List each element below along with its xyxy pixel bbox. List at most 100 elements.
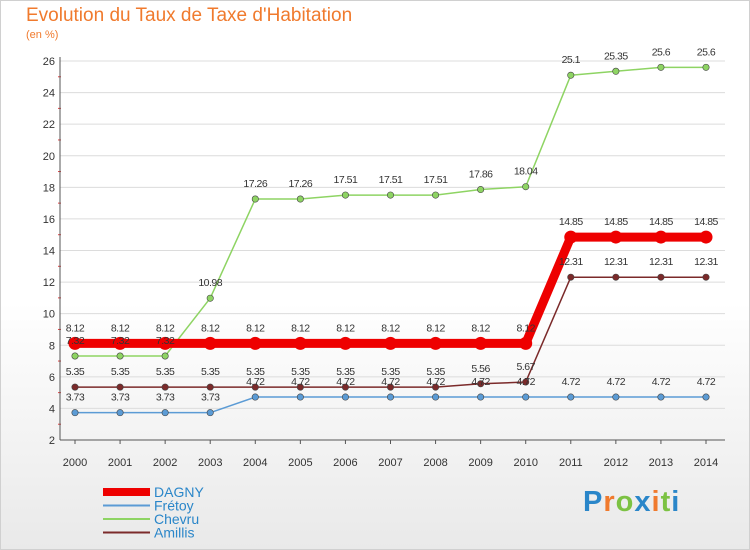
data-label: 25.6 bbox=[697, 46, 716, 58]
y-tick-label: 4 bbox=[49, 403, 55, 415]
data-label: 7.32 bbox=[66, 335, 85, 347]
data-point bbox=[116, 383, 124, 391]
x-tick-label: 2008 bbox=[423, 457, 447, 469]
data-point bbox=[68, 336, 82, 350]
data-label: 7.32 bbox=[156, 335, 175, 347]
proxiti-logo: Proxiti bbox=[583, 486, 680, 519]
x-tick-label: 2010 bbox=[513, 457, 537, 469]
data-label: 18.04 bbox=[514, 166, 538, 178]
chart-title: Evolution du Taux de Taxe d'Habitation bbox=[26, 5, 353, 26]
data-label: 3.73 bbox=[201, 392, 220, 404]
data-point bbox=[341, 393, 349, 401]
data-point bbox=[296, 393, 304, 401]
data-point bbox=[206, 409, 214, 417]
data-point bbox=[522, 393, 530, 401]
data-label: 5.35 bbox=[381, 366, 400, 378]
x-tick-label: 2001 bbox=[108, 457, 132, 469]
data-point bbox=[477, 393, 485, 401]
data-label: 12.31 bbox=[604, 256, 628, 268]
data-label: 8.12 bbox=[336, 322, 355, 334]
data-label: 3.73 bbox=[66, 392, 85, 404]
data-point bbox=[609, 230, 623, 244]
data-point bbox=[654, 230, 668, 244]
data-label: 17.51 bbox=[334, 174, 358, 186]
y-tick-label: 10 bbox=[43, 309, 55, 321]
data-label: 25.6 bbox=[652, 46, 671, 58]
data-point bbox=[432, 383, 440, 391]
data-point bbox=[384, 336, 397, 350]
data-point bbox=[251, 195, 259, 203]
data-point bbox=[158, 336, 172, 350]
data-label: 25.35 bbox=[604, 50, 628, 62]
x-tick-label: 2007 bbox=[378, 457, 402, 469]
data-point bbox=[71, 409, 79, 417]
data-point bbox=[612, 273, 620, 281]
data-point bbox=[612, 393, 620, 401]
data-point bbox=[657, 393, 665, 401]
logo-letter: x bbox=[634, 486, 652, 518]
data-point bbox=[293, 336, 307, 350]
x-tick-label: 2003 bbox=[198, 457, 222, 469]
data-point bbox=[386, 191, 394, 199]
data-label: 17.26 bbox=[288, 178, 312, 190]
data-label: 17.86 bbox=[469, 169, 493, 181]
data-point bbox=[699, 230, 713, 244]
series-line-2 bbox=[74, 66, 707, 357]
logo-letter: r bbox=[603, 486, 616, 518]
data-point bbox=[71, 383, 79, 391]
data-label: 8.12 bbox=[471, 322, 490, 334]
data-point bbox=[702, 273, 710, 281]
x-tick-label: 2014 bbox=[694, 457, 718, 469]
data-point bbox=[474, 336, 488, 350]
data-label: 8.12 bbox=[66, 322, 85, 334]
y-tick-label: 6 bbox=[49, 372, 55, 384]
data-point bbox=[432, 191, 440, 199]
x-tick-label: 2012 bbox=[604, 457, 628, 469]
logo-letter: t bbox=[660, 486, 672, 518]
data-label: 8.12 bbox=[291, 322, 310, 334]
data-point bbox=[206, 383, 214, 391]
data-label: 4.72 bbox=[697, 376, 716, 388]
data-point bbox=[519, 336, 533, 350]
y-tick-label: 8 bbox=[49, 340, 55, 352]
unit-label: (en %) bbox=[26, 29, 59, 41]
logo-letter: i bbox=[651, 486, 661, 518]
legend-label: Chevru bbox=[154, 511, 199, 527]
data-point bbox=[564, 230, 578, 244]
data-point bbox=[386, 393, 394, 401]
data-label: 12.31 bbox=[559, 256, 583, 268]
data-label: 5.35 bbox=[111, 366, 130, 378]
data-label: 17.51 bbox=[379, 174, 403, 186]
data-point bbox=[341, 191, 349, 199]
logo-letter: i bbox=[671, 486, 681, 518]
data-label: 4.72 bbox=[381, 376, 400, 388]
data-point bbox=[206, 294, 214, 302]
y-tick-label: 22 bbox=[43, 119, 55, 131]
data-point bbox=[116, 352, 124, 360]
data-point bbox=[338, 336, 352, 350]
data-point bbox=[567, 393, 575, 401]
y-tick-label: 14 bbox=[43, 246, 55, 258]
data-label: 5.56 bbox=[471, 363, 490, 375]
x-tick-label: 2006 bbox=[333, 457, 357, 469]
data-label: 4.72 bbox=[246, 376, 265, 388]
y-tick-label: 16 bbox=[43, 214, 55, 226]
data-label: 14.85 bbox=[604, 216, 628, 228]
data-label: 5.35 bbox=[336, 366, 355, 378]
data-point bbox=[296, 383, 304, 391]
x-tick-label: 2011 bbox=[559, 457, 583, 469]
data-point bbox=[113, 336, 127, 350]
logo-letter: P bbox=[583, 486, 604, 518]
data-point bbox=[429, 336, 443, 350]
data-point bbox=[612, 67, 620, 75]
y-tick-label: 18 bbox=[43, 182, 55, 194]
data-label: 3.73 bbox=[156, 392, 175, 404]
data-label: 4.72 bbox=[516, 376, 535, 388]
x-tick-label: 2013 bbox=[649, 457, 673, 469]
data-label: 5.35 bbox=[246, 366, 265, 378]
data-point bbox=[251, 383, 259, 391]
series-layer bbox=[68, 63, 713, 417]
data-point bbox=[522, 378, 530, 386]
